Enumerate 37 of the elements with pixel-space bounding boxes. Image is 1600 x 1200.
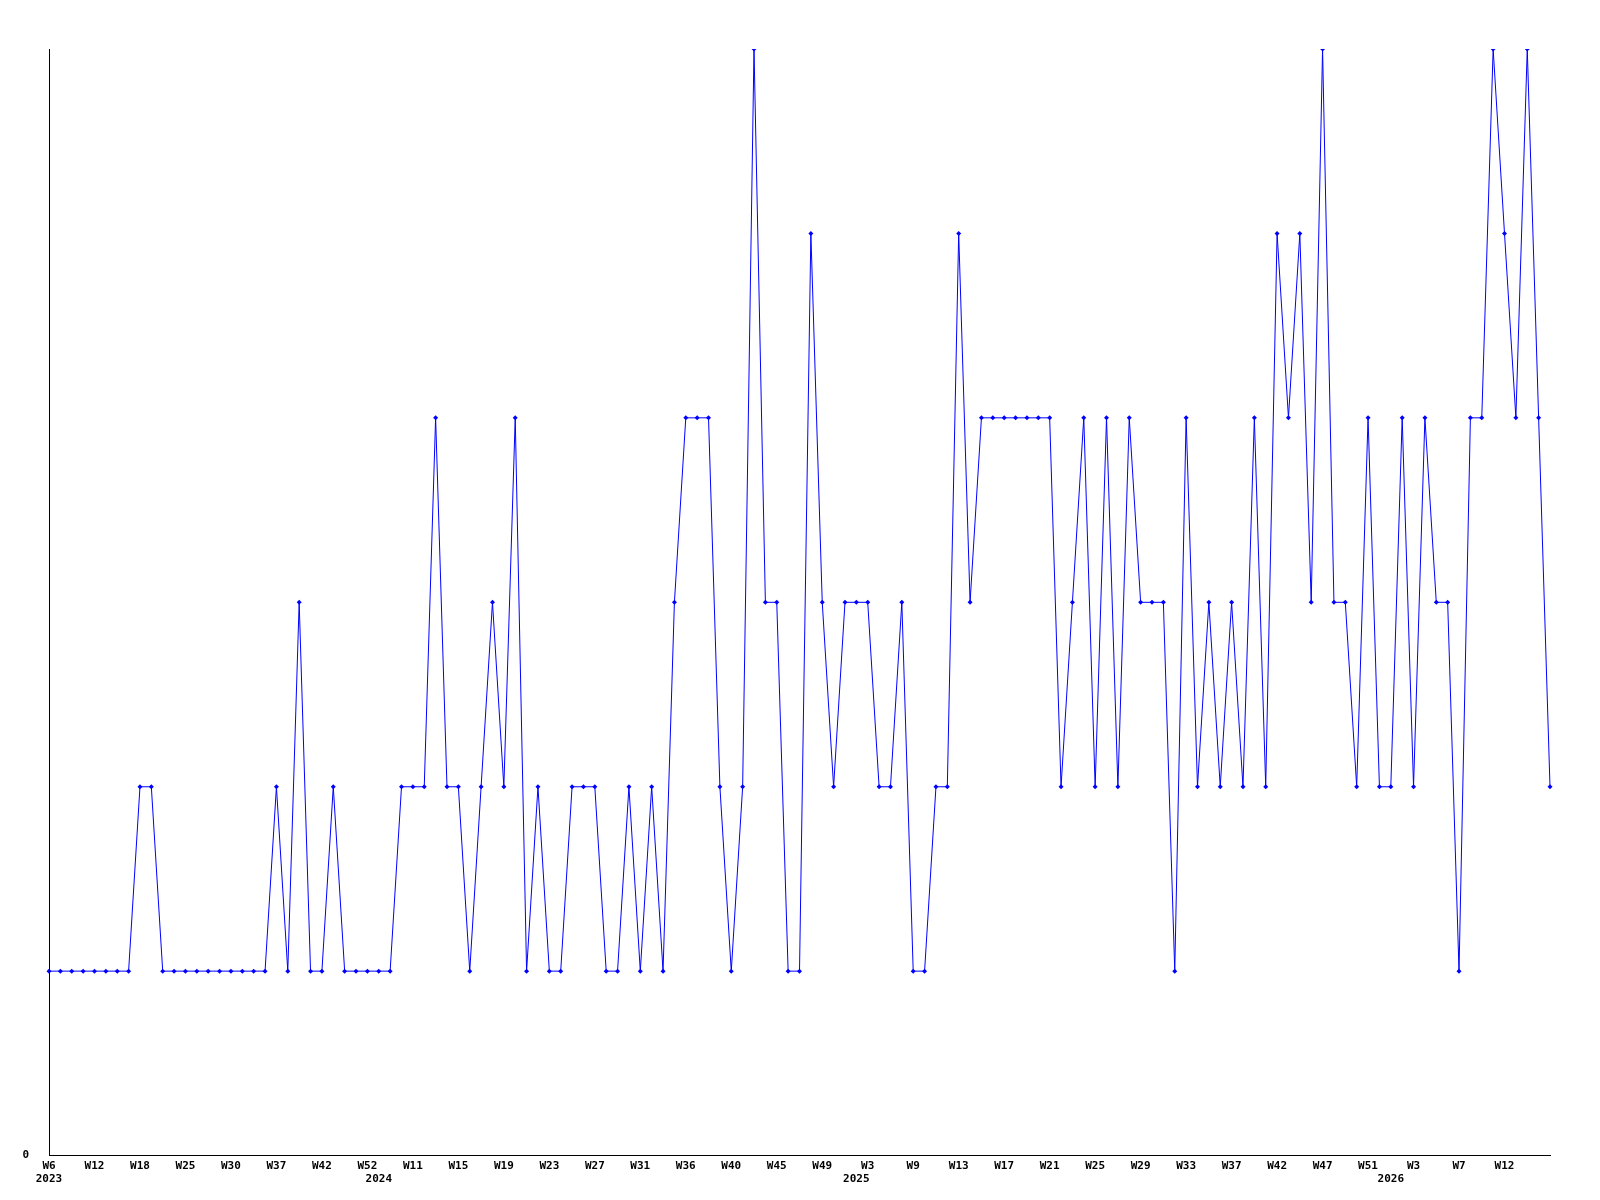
x-tick-label: W42 xyxy=(311,1159,332,1173)
x-tick-label: W13 xyxy=(948,1159,969,1173)
x-tick-label: W9 xyxy=(906,1159,920,1173)
x-tick-label: 2024 xyxy=(365,1172,393,1186)
x-tick-label: W12 xyxy=(1494,1159,1515,1173)
x-tick-label: W37 xyxy=(1221,1159,1242,1173)
x-tick-label: W30 xyxy=(221,1159,241,1173)
x-tick-label: W51 xyxy=(1358,1159,1379,1173)
x-tick-label: W25 xyxy=(1085,1159,1106,1173)
x-tick-label: W23 xyxy=(539,1159,560,1173)
x-tick-label: W36 xyxy=(675,1159,697,1173)
x-tick-label: W47 xyxy=(1312,1159,1333,1173)
x-tick-label: W17 xyxy=(994,1159,1015,1173)
x-tick-label: W11 xyxy=(402,1159,424,1173)
x-tick-label: W6 2023 xyxy=(35,1159,63,1186)
x-tick-label: W15 xyxy=(448,1159,469,1173)
x-tick-label: W27 xyxy=(584,1159,605,1173)
x-tick-label: W3 xyxy=(861,1159,875,1173)
x-tick-label: W21 xyxy=(1039,1159,1060,1173)
x-tick-label: W7 xyxy=(1452,1159,1466,1173)
x-tick-label: W40 xyxy=(721,1159,742,1173)
x-tick-label: W37 xyxy=(266,1159,287,1173)
x-tick-label: 2025 xyxy=(843,1172,870,1186)
x-tick-label: W3 xyxy=(1406,1159,1421,1173)
x-tick-label: W49 xyxy=(812,1159,833,1173)
x-tick-label: W33 xyxy=(1176,1159,1197,1173)
x-tick-label: W19 xyxy=(493,1159,514,1173)
x-tick-label: W18 xyxy=(130,1159,150,1173)
x-tick-label: W31 xyxy=(630,1159,651,1173)
x-tick-label: W12 xyxy=(84,1159,105,1173)
text: 0 xyxy=(22,1148,29,1162)
x-tick-label: W29 xyxy=(1130,1159,1151,1173)
x-tick-label: W52 xyxy=(357,1159,378,1173)
x-tick-label: 2026 xyxy=(1377,1172,1405,1186)
x-tick-label: W45 xyxy=(766,1159,787,1173)
x-tick-label: W25 xyxy=(175,1159,196,1173)
x-tick-label: W42 xyxy=(1267,1159,1288,1173)
